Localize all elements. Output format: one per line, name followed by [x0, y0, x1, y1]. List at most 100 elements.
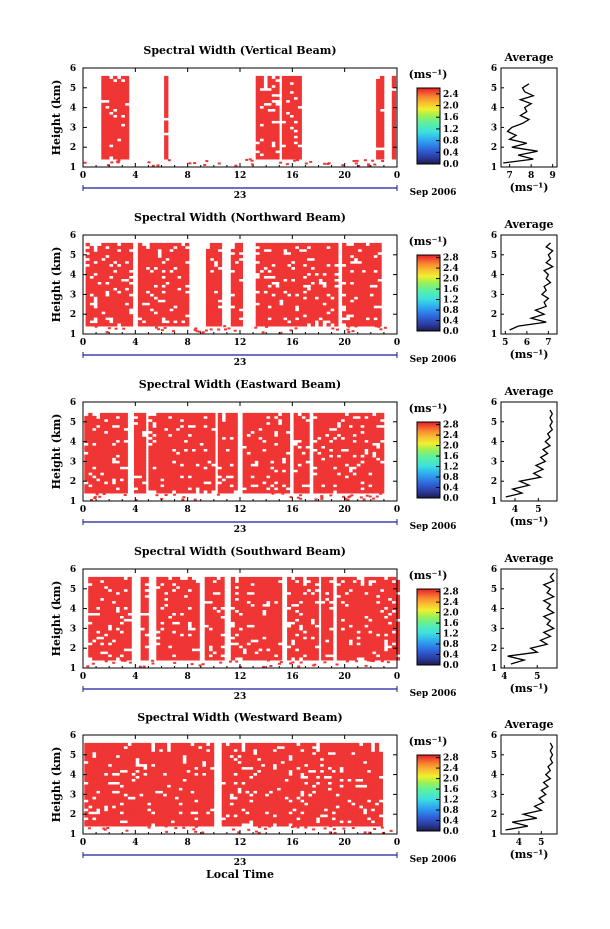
heatmap-cell [177, 269, 182, 274]
heatmap-cell [92, 615, 97, 619]
heatmap-cell [336, 460, 342, 464]
heatmap-cell [165, 242, 170, 247]
heatmap-cell [353, 323, 359, 327]
heatmap-cell [172, 415, 177, 420]
heatmap-cell [217, 284, 223, 288]
heatmap-cell [329, 430, 334, 435]
heatmap-cell [305, 421, 310, 426]
heatmap-cell [148, 472, 153, 476]
heatmap-cell [101, 281, 106, 285]
heatmap-cell [355, 159, 359, 162]
heatmap-cell [332, 439, 338, 443]
heatmap-cell [238, 260, 243, 265]
heatmap-cell [96, 597, 101, 602]
heatmap-cell [340, 454, 345, 458]
heatmap-cell [293, 484, 298, 488]
heatmap-cell [96, 457, 101, 461]
heatmap-cell [380, 415, 385, 420]
heatmap-cell [340, 451, 345, 455]
heatmap-cell [259, 290, 264, 294]
heatmap-cell [107, 618, 113, 622]
heatmap-cell [107, 427, 113, 432]
heatmap-cell [246, 412, 251, 417]
heatmap-cell [301, 433, 306, 438]
heatmap-cell [97, 269, 102, 274]
heatmap-cell [208, 636, 213, 640]
heatmap-cell [206, 296, 211, 300]
heatmap-cell [263, 299, 268, 303]
heatmap-cell [89, 272, 94, 276]
heatmap-cell [352, 448, 357, 452]
heatmap-cell [164, 494, 168, 496]
heatmap-cell [160, 591, 165, 596]
heatmap-cell [156, 633, 161, 637]
heatmap-cell [377, 248, 382, 253]
heatmap-cell [325, 454, 330, 458]
heatmap-cell [124, 156, 130, 160]
heatmap-cell [259, 141, 264, 145]
heatmap-cell [111, 585, 117, 590]
heatmap-cell [281, 78, 287, 83]
heatmap-cell [211, 445, 216, 449]
heatmap-cell [266, 472, 271, 476]
heatmap-cell [297, 150, 302, 154]
heatmap-cell [250, 448, 255, 452]
heatmap-cell [266, 430, 271, 435]
heatmap-cell [271, 81, 276, 86]
heatmap-cell [195, 615, 200, 619]
heatmap-cell [255, 120, 260, 124]
heatmap-cell [123, 621, 128, 625]
heatmap-cell [101, 147, 106, 151]
heatmap-cell [275, 257, 280, 262]
heatmap-cell [275, 114, 280, 118]
heatmap-cell [204, 651, 209, 655]
heatmap-cell [213, 278, 219, 282]
heatmap-cell [296, 496, 300, 499]
heatmap-cell [120, 129, 126, 133]
heatmap-cell [293, 445, 298, 449]
heatmap-cell [120, 245, 126, 250]
heatmap-cell [376, 484, 381, 488]
heatmap-cell [107, 606, 113, 610]
heatmap-cell [334, 296, 339, 300]
heatmap-cell [212, 642, 217, 646]
heatmap-cell [346, 308, 351, 312]
heatmap-cell [377, 299, 382, 303]
heatmap-cell [302, 299, 308, 303]
heatmap-cell [242, 421, 247, 426]
heatmap-cell [173, 260, 178, 265]
heatmap-cell [168, 588, 173, 593]
heatmap-cell [156, 603, 161, 607]
heatmap-cell [137, 287, 143, 291]
heatmap-cell [297, 490, 302, 494]
heatmap-cell [281, 448, 287, 452]
heatmap-cell [141, 418, 147, 423]
heatmap-cell [209, 254, 215, 259]
heatmap-cell [160, 475, 165, 479]
heatmap-cell [195, 457, 200, 461]
heatmap-cell [220, 585, 225, 590]
heatmap-cell [217, 439, 223, 443]
heatmap-cell [183, 418, 188, 423]
heatmap-cell [100, 615, 105, 619]
heatmap-cell [124, 123, 130, 127]
heatmap-cell [221, 445, 226, 449]
heatmap-cell [216, 645, 221, 649]
heatmap-cell [314, 281, 319, 285]
heatmap-cell [271, 90, 276, 95]
heatmap-cell [229, 430, 234, 435]
heatmap-cell [84, 484, 89, 488]
heatmap-cell [107, 454, 113, 458]
heatmap-cell [287, 245, 292, 250]
heatmap-cell [318, 299, 323, 303]
heatmap-cell [297, 424, 302, 429]
heatmap-cell [153, 287, 158, 291]
heatmap-cell [391, 96, 397, 101]
heatmap-cell [348, 442, 353, 446]
heatmap-cell [287, 242, 292, 247]
heatmap-cell [183, 651, 188, 655]
heatmap-cell [199, 427, 204, 432]
heatmap-cell [221, 427, 226, 432]
avg-y-tick-label: 5 [491, 84, 497, 94]
heatmap-cell [325, 487, 330, 491]
